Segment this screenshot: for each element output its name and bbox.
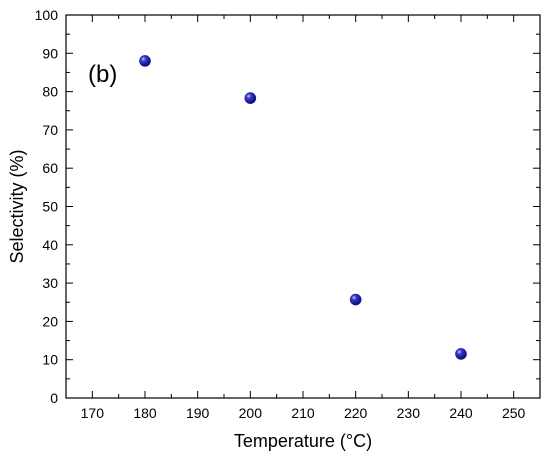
data-point: [455, 348, 467, 360]
x-tick-label: 190: [186, 405, 210, 421]
ticks: [66, 14, 540, 399]
data-point: [349, 293, 362, 306]
x-tick-label: 250: [502, 405, 526, 421]
x-tick-label: 210: [291, 405, 315, 421]
y-tick-label: 100: [35, 7, 59, 23]
y-tick-label: 30: [42, 275, 58, 291]
y-tick-label: 70: [42, 122, 58, 138]
y-tick-label: 80: [42, 84, 58, 100]
tick-labels: 170 180 190 200 210 220 230 240 250 0 10 20 30 40 50 60…: [35, 7, 526, 421]
plot-area: [65, 14, 541, 399]
data-point: [244, 92, 257, 104]
data-point: [139, 55, 151, 67]
y-tick-label: 90: [42, 45, 58, 61]
x-axis-title: Temperature (°C): [234, 431, 372, 451]
y-tick-label: 20: [42, 313, 58, 329]
y-axis-title: Selectivity (%): [7, 149, 27, 263]
x-tick-label: 220: [344, 405, 368, 421]
y-tick-label: 0: [50, 390, 58, 406]
x-tick-label: 200: [239, 405, 263, 421]
x-tick-label: 230: [397, 405, 421, 421]
data-points: [139, 55, 467, 360]
y-tick-label: 60: [42, 160, 58, 176]
x-tick-label: 240: [449, 405, 473, 421]
x-tick-label: 170: [81, 405, 105, 421]
y-tick-label: 40: [42, 237, 58, 253]
y-tick-label: 10: [42, 352, 58, 368]
y-tick-label: 50: [42, 199, 58, 215]
panel-label: (b): [88, 61, 117, 88]
x-tick-label: 180: [133, 405, 157, 421]
